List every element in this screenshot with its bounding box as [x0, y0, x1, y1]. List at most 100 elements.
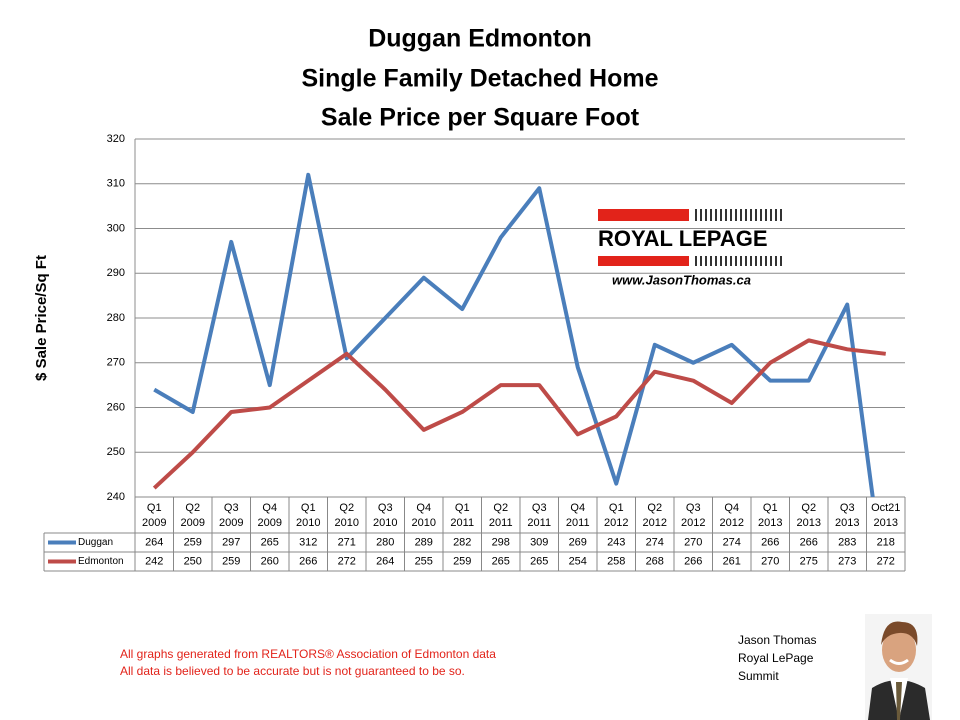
- logo-bar: [598, 209, 689, 221]
- table-value: 259: [222, 555, 240, 567]
- table-value: 275: [800, 555, 818, 567]
- author-photo: [865, 614, 932, 720]
- y-tick-label: 270: [107, 357, 125, 369]
- y-tick-label: 250: [107, 446, 125, 458]
- table-value: 260: [261, 555, 279, 567]
- logo-url: www.JasonThomas.ca: [612, 272, 751, 287]
- x-tick-label: Oct21: [871, 502, 900, 514]
- x-tick-label: Q3: [840, 502, 855, 514]
- author-line: Jason Thomas: [738, 633, 817, 647]
- plot-area: [152, 172, 886, 497]
- x-tick-label: Q3: [224, 502, 239, 514]
- table-value: 309: [530, 536, 548, 548]
- footer-note: All graphs generated from REALTORS® Asso…: [120, 647, 496, 661]
- table-value: 283: [838, 536, 856, 548]
- x-tick-label: 2009: [181, 517, 205, 529]
- author-line: Royal LePage: [738, 651, 814, 665]
- table-value: 242: [145, 555, 163, 567]
- x-tick-label: Q4: [262, 502, 277, 514]
- chart-title: Duggan Edmonton: [368, 25, 592, 53]
- footer-note: All data is believed to be accurate but …: [120, 664, 465, 678]
- table-value: 272: [338, 555, 356, 567]
- x-tick-label: 2012: [643, 517, 667, 529]
- y-tick-label: 300: [107, 222, 125, 234]
- table-value: 218: [877, 536, 895, 548]
- table-value: 270: [761, 555, 779, 567]
- x-tick-label: 2012: [681, 517, 705, 529]
- table-value: 273: [838, 555, 856, 567]
- x-tick-label: 2009: [219, 517, 243, 529]
- legend-label: Edmonton: [78, 556, 124, 567]
- table-value: 274: [723, 536, 741, 548]
- table-value: 259: [453, 555, 471, 567]
- y-tick-label: 320: [107, 133, 125, 145]
- x-tick-label: Q2: [339, 502, 354, 514]
- x-tick-label: 2010: [296, 517, 320, 529]
- x-tick-label: Q3: [378, 502, 393, 514]
- chart-title: Single Family Detached Home: [301, 65, 658, 93]
- table-value: 250: [184, 555, 202, 567]
- table-value: 269: [569, 536, 587, 548]
- x-tick-label: 2013: [835, 517, 859, 529]
- x-tick-label: 2013: [758, 517, 782, 529]
- table-value: 289: [415, 536, 433, 548]
- x-tick-label: 2011: [566, 517, 590, 529]
- legend-label: Duggan: [78, 537, 113, 548]
- x-tick-label: 2013: [797, 517, 821, 529]
- table-value: 298: [492, 536, 510, 548]
- table-value: 243: [607, 536, 625, 548]
- logo-bar: [598, 256, 689, 266]
- x-tick-label: Q1: [763, 502, 778, 514]
- table-value: 297: [222, 536, 240, 548]
- x-tick-label: 2009: [258, 517, 282, 529]
- author-line: Summit: [738, 669, 779, 683]
- x-tick-label: Q4: [570, 502, 585, 514]
- logo-brand: ROYAL LEPAGE: [598, 226, 768, 251]
- x-tick-label: Q4: [724, 502, 739, 514]
- y-tick-label: 280: [107, 312, 125, 324]
- table-value: 268: [646, 555, 664, 567]
- table-value: 270: [684, 536, 702, 548]
- table-value: 254: [569, 555, 587, 567]
- table-value: 312: [299, 536, 317, 548]
- logo-barcode: [693, 256, 783, 266]
- x-tick-label: Q3: [686, 502, 701, 514]
- x-tick-label: 2010: [335, 517, 359, 529]
- y-axis-label: $ Sale Price/Sq Ft: [33, 255, 50, 381]
- x-tick-label: 2010: [373, 517, 397, 529]
- x-tick-label: Q4: [416, 502, 431, 514]
- y-tick-label: 290: [107, 267, 125, 279]
- series-line: [152, 338, 886, 490]
- x-tick-label: 2011: [527, 517, 551, 529]
- x-tick-label: 2011: [450, 517, 474, 529]
- table-value: 266: [800, 536, 818, 548]
- table-value: 266: [761, 536, 779, 548]
- table-value: 261: [723, 555, 741, 567]
- table-value: 282: [453, 536, 471, 548]
- table-value: 274: [646, 536, 664, 548]
- table-value: 265: [261, 536, 279, 548]
- table-value: 272: [877, 555, 895, 567]
- x-tick-label: Q1: [147, 502, 162, 514]
- table-value: 266: [299, 555, 317, 567]
- table-value: 280: [376, 536, 394, 548]
- logo-barcode: [693, 209, 783, 221]
- chart-title: Sale Price per Square Foot: [321, 104, 640, 132]
- table-value: 258: [607, 555, 625, 567]
- x-tick-label: Q1: [609, 502, 624, 514]
- y-tick-label: 260: [107, 401, 125, 413]
- x-tick-label: Q2: [647, 502, 662, 514]
- y-tick-label: 310: [107, 178, 125, 190]
- x-tick-label: 2011: [489, 517, 513, 529]
- x-tick-label: Q2: [801, 502, 816, 514]
- x-tick-label: 2013: [874, 517, 898, 529]
- table-value: 264: [376, 555, 394, 567]
- x-tick-label: Q1: [301, 502, 316, 514]
- x-tick-label: 2012: [720, 517, 744, 529]
- x-tick-label: 2012: [604, 517, 628, 529]
- x-tick-label: 2010: [412, 517, 436, 529]
- logo: ROYAL LEPAGE www.JasonThomas.ca: [598, 209, 783, 287]
- table-value: 264: [145, 536, 163, 548]
- y-tick-label: 240: [107, 491, 125, 503]
- x-tick-label: 2009: [142, 517, 166, 529]
